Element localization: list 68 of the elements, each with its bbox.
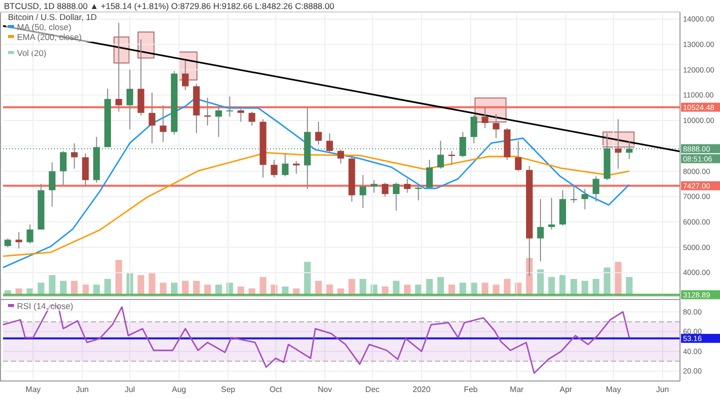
bar [537,269,544,296]
x-tick-label: Apr [560,385,572,394]
candlestick [614,118,622,170]
candlestick [26,224,34,244]
candlestick [82,152,89,186]
chart-subtitle: Bitcoin / U.S. Dollar, 1D [8,12,97,22]
candlestick [160,104,166,143]
bar [604,268,610,296]
candlestick [404,178,411,194]
legend-label: MA (50, close) [17,22,72,32]
line-series [2,304,630,374]
x-tick-label: Mar [510,385,524,394]
candlestick [448,150,456,166]
x-tick-label: May [606,385,621,394]
candlestick [226,96,234,118]
x-tick-label: Nov [318,385,332,394]
candlestick [248,111,256,126]
candlestick [514,140,522,172]
legend-label: RSI (14, close) [17,301,74,311]
candlestick [482,107,488,129]
candlestick [548,197,555,230]
candlestick [115,22,122,112]
x-tick-label: Oct [269,385,283,394]
chart-title: BTCUSD, 1D 8888.00 ▲ +158.14 (+1.81%) O:8729.86 H:9182.66 L:8482.26 C:8888.00 [4,1,334,11]
bar [138,275,144,296]
candlestick [16,232,22,250]
x-tick-label: Feb [464,385,478,394]
legend-label: Vol (20) [17,48,46,58]
candlestick [148,92,156,144]
candlestick [326,132,333,154]
candlestick [282,152,289,177]
x-tick-label: 2020 [412,385,432,394]
candlestick [426,159,433,188]
candlestick [470,114,478,144]
candlestick [537,198,544,262]
candlestick [60,150,67,186]
x-tick-label: Jul [124,385,136,394]
candlestick [182,60,189,91]
candlestick [392,182,400,212]
candlestick [592,176,600,202]
bar [148,273,156,296]
candlestick [270,159,278,178]
candlestick [337,149,344,164]
candlestick [292,160,300,174]
line-series [2,98,630,268]
candlestick [360,174,366,208]
candlestick [459,131,466,158]
candlestick [370,180,378,194]
x-tick-label: Aug [172,385,186,394]
candlestick [437,140,444,170]
x-tick-label: May [26,385,41,394]
candlestick [71,142,78,170]
line-series [2,152,630,257]
candlestick [315,121,322,146]
candlestick [415,184,422,201]
candlestick [492,114,500,139]
candlestick [570,184,578,204]
candlestick [382,182,388,198]
x-tick-label: Dec [365,385,380,394]
candlestick [48,162,56,208]
candlestick [626,140,633,160]
candlestick [237,108,244,122]
x-tick-label: Jun [76,385,89,394]
x-tick-label: Sep [221,385,236,394]
x-tick-label: Jun [656,385,670,394]
candlestick [215,104,222,138]
candlestick [582,188,588,210]
candlestick [126,69,134,130]
